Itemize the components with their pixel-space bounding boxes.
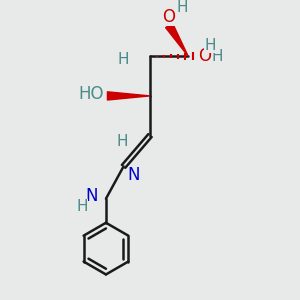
Text: H: H	[212, 49, 223, 64]
Text: O: O	[198, 47, 211, 65]
Text: N: N	[128, 166, 140, 184]
Text: H: H	[77, 199, 88, 214]
Polygon shape	[166, 23, 188, 56]
Text: H: H	[204, 38, 216, 53]
Text: N: N	[85, 187, 98, 205]
Polygon shape	[107, 92, 150, 100]
Text: H: H	[177, 0, 188, 15]
Text: O: O	[163, 8, 176, 26]
Text: HO: HO	[79, 85, 104, 103]
Text: H: H	[118, 52, 129, 67]
Text: H: H	[116, 134, 128, 149]
